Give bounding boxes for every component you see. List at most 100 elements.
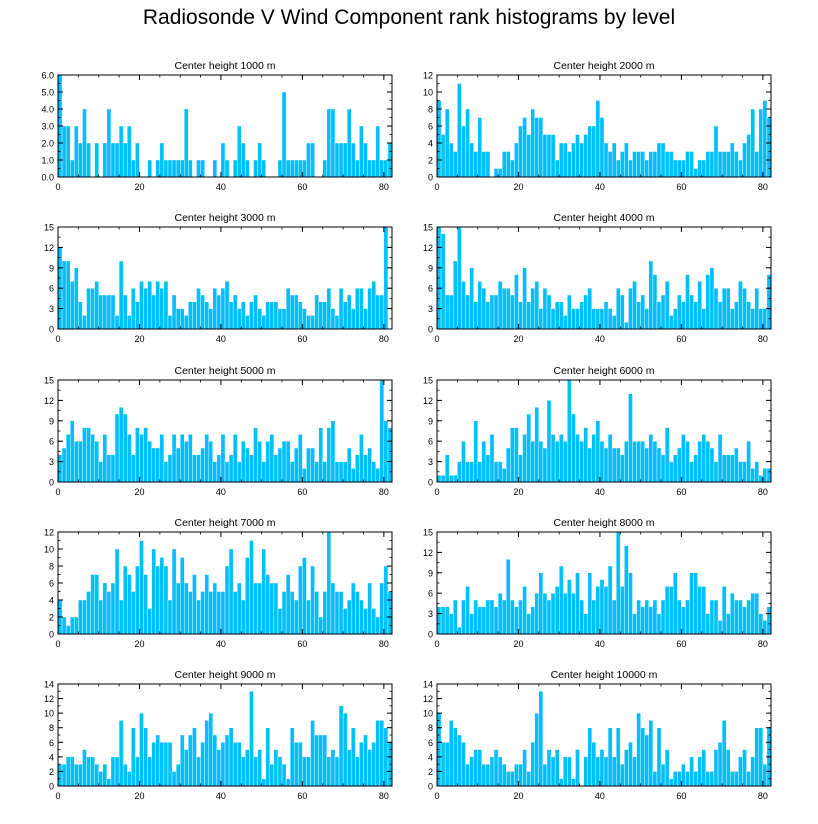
bar (241, 301, 246, 330)
x-tick-label: 0 (55, 639, 60, 649)
bar (359, 125, 364, 178)
y-tick-label: 12 (423, 548, 433, 558)
bar (681, 434, 686, 483)
bar (318, 616, 323, 635)
bar (151, 548, 156, 635)
bar (603, 756, 609, 787)
bar (640, 727, 645, 787)
bar (636, 151, 641, 178)
x-tick-label: 60 (297, 487, 307, 497)
bar (611, 447, 617, 483)
bar (624, 142, 629, 178)
bar (685, 441, 690, 483)
bar (587, 125, 592, 178)
bar (530, 606, 535, 635)
bar (522, 267, 527, 330)
y-tick-label: 6.0 (41, 71, 54, 81)
histogram-panel-8: Center height 8000 m 0 3 6 9 12 15 0 20 40 60 80 (423, 517, 772, 649)
bar (453, 475, 458, 483)
bar (473, 151, 478, 178)
bar (664, 281, 670, 330)
bar (514, 763, 519, 787)
bar (281, 91, 287, 178)
bar (139, 281, 144, 330)
x-tick-label: 40 (595, 791, 605, 801)
bar (709, 267, 715, 330)
bar (184, 749, 189, 787)
bar (375, 468, 380, 483)
bar (253, 582, 258, 635)
x-tick-label: 20 (134, 639, 144, 649)
bar (281, 441, 287, 483)
bar (257, 749, 262, 787)
bar (563, 315, 568, 330)
bar (469, 461, 474, 483)
bar (734, 301, 739, 330)
bar (147, 281, 152, 330)
bar (208, 591, 213, 635)
bar (436, 100, 442, 178)
bar (701, 586, 707, 635)
bar (591, 742, 597, 787)
bar (155, 565, 161, 635)
bar (179, 557, 185, 635)
bar (685, 274, 690, 330)
bar (127, 125, 132, 178)
bar (440, 475, 446, 483)
bar (632, 151, 637, 178)
bar (261, 159, 266, 178)
bar (465, 763, 470, 787)
bar (677, 771, 682, 787)
bar (721, 454, 727, 483)
bar (497, 756, 503, 787)
bar (518, 301, 523, 330)
bar (469, 267, 474, 330)
bar (583, 427, 588, 483)
bar (285, 288, 291, 330)
bar (709, 771, 715, 787)
bar (640, 294, 645, 330)
bar (599, 579, 605, 635)
bar (359, 599, 364, 635)
bar (74, 125, 79, 178)
bar (334, 315, 340, 330)
y-tick-label: 10 (423, 88, 433, 98)
bar (147, 159, 152, 178)
bar (758, 727, 764, 787)
bar (758, 308, 764, 330)
bar (110, 454, 116, 483)
bar (122, 294, 128, 330)
bar (628, 742, 633, 787)
bar (677, 447, 682, 483)
bar (175, 763, 181, 787)
bar (587, 572, 592, 635)
bar (461, 742, 466, 787)
bar (632, 613, 637, 635)
bar (90, 574, 95, 635)
bar (159, 288, 165, 330)
bar (241, 441, 246, 483)
bar (664, 427, 670, 483)
bar (730, 454, 735, 483)
histogram-panel-10: Center height 10000 m 0 2 4 6 8 10 12 14 0 20 40 60 8… (423, 669, 772, 801)
bar (61, 447, 67, 483)
bar (538, 117, 544, 178)
bar (518, 763, 523, 787)
bar (200, 159, 205, 178)
bar (563, 756, 568, 787)
bar (632, 281, 637, 330)
bar (167, 742, 173, 787)
bar (701, 159, 707, 178)
bar (82, 315, 87, 330)
bar (289, 591, 295, 635)
bar (61, 763, 67, 787)
bar (379, 582, 385, 635)
histogram-panel-5: Center height 5000 m 0 3 6 9 12 15 0 20 40 60 80 (44, 365, 393, 497)
bar (681, 301, 686, 330)
bar (298, 159, 303, 178)
bar (742, 142, 747, 178)
x-tick-label: 20 (134, 334, 144, 344)
bar (78, 301, 83, 330)
bar (506, 559, 511, 635)
bar (526, 771, 531, 787)
